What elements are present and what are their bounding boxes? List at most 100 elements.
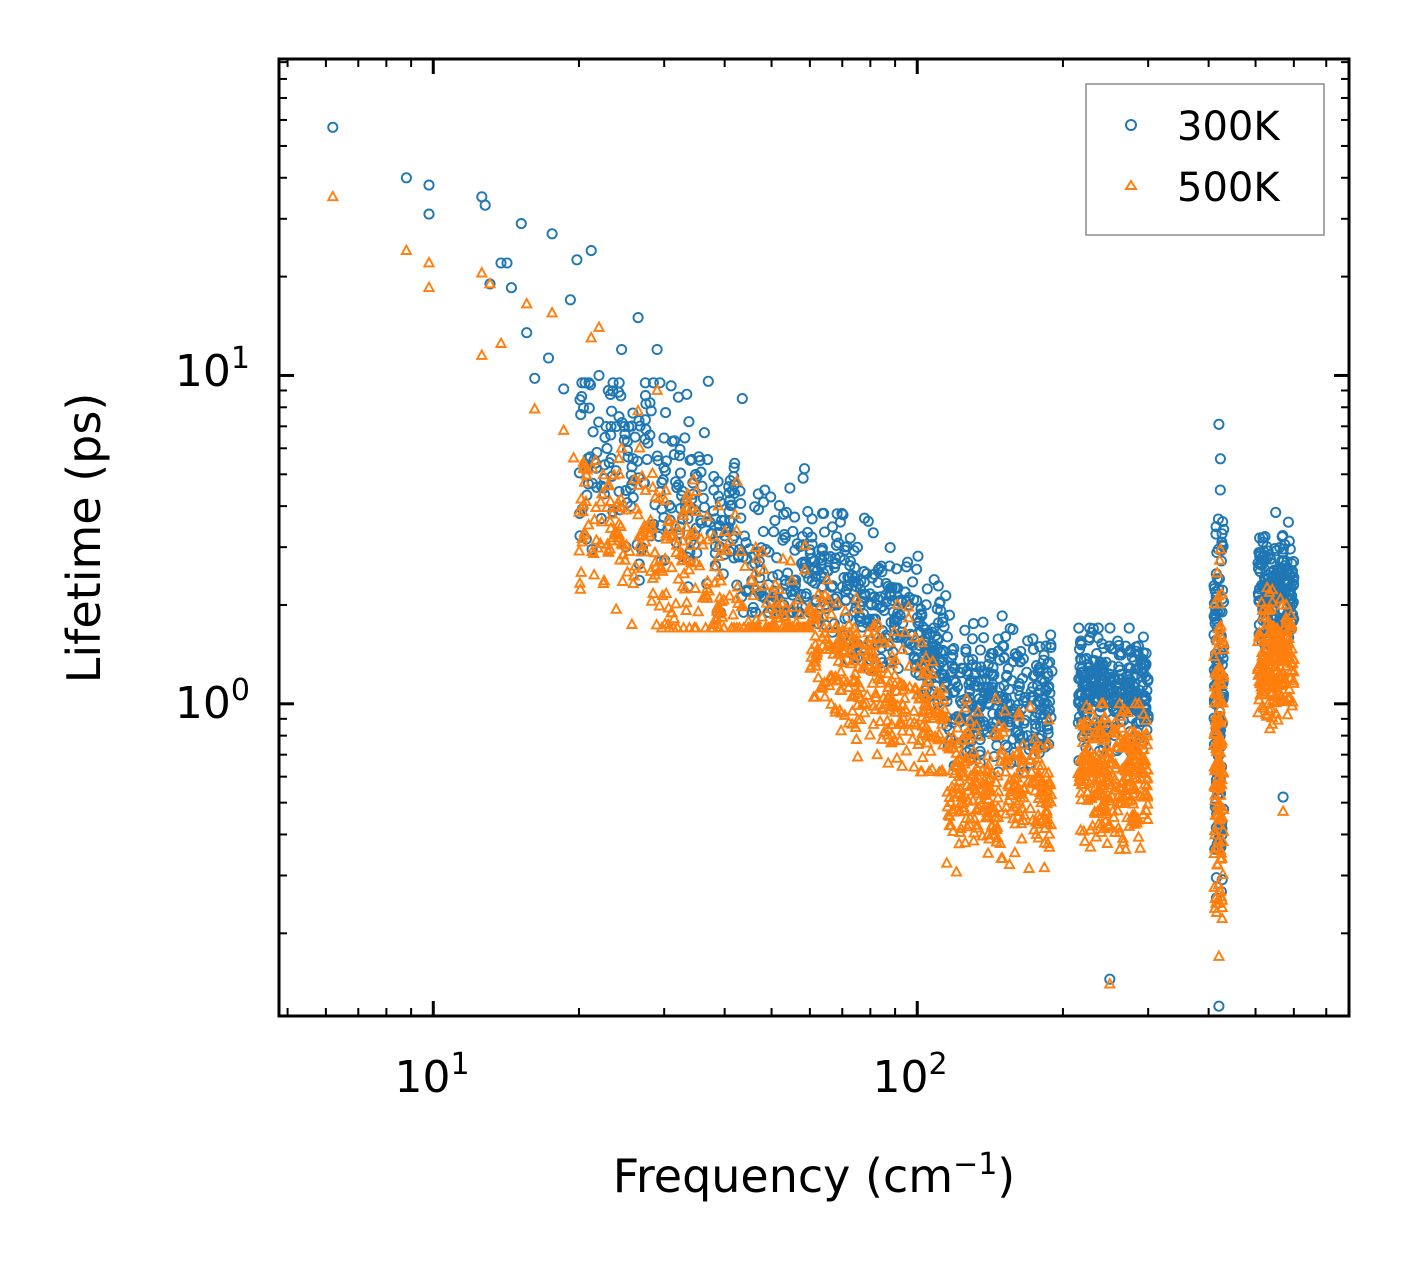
data-point [576, 535, 589, 547]
data-point [578, 475, 591, 487]
data-point [718, 524, 732, 536]
data-point [1215, 810, 1229, 822]
data-point [960, 643, 972, 655]
data-point [1140, 693, 1152, 705]
data-point [896, 683, 910, 695]
data-point [1074, 717, 1087, 729]
data-point [991, 820, 1004, 832]
data-point [888, 624, 901, 637]
data-point [752, 488, 764, 500]
data-point [542, 352, 555, 364]
data-point [495, 257, 507, 269]
data-point [1104, 757, 1117, 769]
data-point [422, 256, 436, 268]
data-point [483, 276, 497, 289]
data-point [1103, 791, 1116, 804]
data-point [595, 487, 609, 499]
data-point [920, 699, 934, 711]
data-point [1022, 635, 1034, 647]
data-point [1213, 418, 1225, 430]
data-point [633, 441, 646, 453]
data-point [1207, 649, 1221, 661]
data-point [712, 476, 724, 488]
data-point [1087, 654, 1099, 666]
data-point [1263, 618, 1277, 630]
data-point [1212, 735, 1226, 747]
data-point [677, 621, 690, 633]
data-point [1215, 677, 1229, 690]
data-point [626, 461, 638, 473]
data-point [1140, 713, 1153, 725]
data-point [1252, 668, 1265, 680]
data-point [1265, 710, 1279, 723]
data-point [1212, 769, 1225, 782]
data-point [967, 618, 980, 630]
data-point [1140, 647, 1152, 659]
data-point [937, 616, 949, 628]
data-point [895, 631, 907, 643]
data-point [1113, 639, 1125, 651]
data-point [627, 407, 639, 419]
data-point [999, 765, 1012, 777]
data-point [1073, 764, 1087, 777]
data-point [326, 189, 340, 202]
data-point [1210, 643, 1223, 655]
data-point [1038, 860, 1051, 873]
data-point [1004, 622, 1016, 634]
data-point [676, 547, 689, 559]
data-point [828, 702, 842, 714]
data-point [908, 630, 922, 643]
y-tick-labels: 100 101 [175, 341, 250, 729]
data-point [423, 179, 435, 191]
data-point [811, 587, 825, 599]
data-point [577, 461, 591, 474]
data-point [688, 525, 701, 537]
data-point [858, 566, 870, 578]
data-point [1104, 668, 1116, 680]
data-point [1129, 741, 1143, 754]
data-point [1213, 702, 1227, 714]
data-point [1095, 696, 1108, 709]
data-point [684, 546, 696, 558]
data-point [798, 538, 812, 551]
data-point [1040, 806, 1054, 819]
data-point [1018, 782, 1031, 794]
data-point [837, 509, 849, 521]
legend: 300K 500K [1085, 83, 1325, 236]
data-point [785, 621, 799, 633]
data-point [1216, 584, 1229, 596]
data-point [758, 496, 770, 508]
data-point [881, 756, 895, 768]
data-point [1113, 696, 1126, 709]
data-point [970, 818, 984, 830]
data-point [768, 526, 780, 538]
data-point [1214, 788, 1227, 800]
data-point [1281, 707, 1294, 720]
data-point [868, 568, 880, 580]
data-point [710, 610, 723, 622]
data-point [1282, 516, 1294, 528]
data-point [1094, 722, 1107, 734]
data-point [684, 454, 696, 466]
data-point [1138, 753, 1151, 766]
data-point [818, 507, 830, 519]
data-point [896, 705, 910, 718]
data-point [634, 420, 646, 432]
data-point [717, 621, 730, 633]
data-point [687, 473, 700, 485]
data-point [1268, 676, 1281, 688]
data-point [1284, 593, 1296, 605]
data-point [1004, 803, 1018, 816]
data-point [916, 750, 929, 763]
data-point [1008, 778, 1021, 790]
data-point [986, 670, 998, 682]
data-point [1102, 715, 1115, 728]
data-point [1084, 622, 1096, 634]
data-point [639, 535, 652, 547]
data-point [529, 372, 541, 384]
data-point [1130, 641, 1142, 653]
data-point [580, 463, 594, 475]
data-point [1126, 763, 1139, 775]
data-point [960, 819, 974, 832]
y-tick-label-10: 101 [175, 341, 250, 397]
